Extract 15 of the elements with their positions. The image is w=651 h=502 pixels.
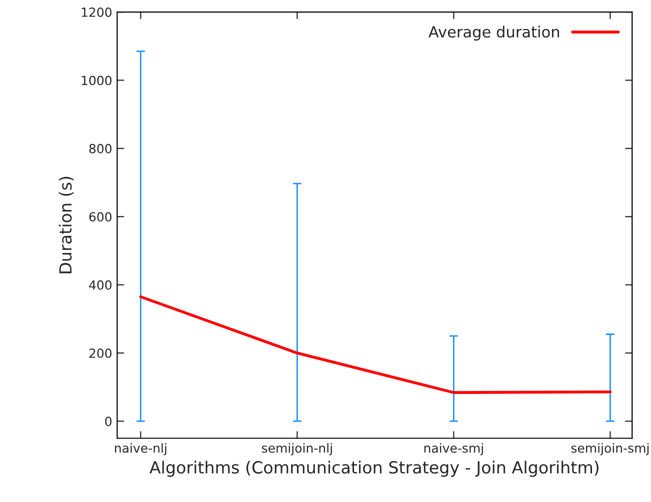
y-tick-label: 0 xyxy=(105,416,112,426)
x-tick-label: naive-nlj xyxy=(115,443,166,456)
y-tick-label: 600 xyxy=(89,212,112,222)
x-axis-title: Algorithms (Communication Strategy - Join Algorihtm) xyxy=(150,460,598,477)
y-tick-label: 1000 xyxy=(82,76,112,86)
line-series xyxy=(139,295,612,394)
y-axis-title: Duration (s) xyxy=(58,176,74,274)
x-tick-label: semijoin-nlj xyxy=(262,443,332,456)
x-tick-label: naive-smj xyxy=(424,443,483,456)
y-tick-label: 1200 xyxy=(82,8,112,17)
y-tick-label: 800 xyxy=(89,144,112,154)
y-tick-label: 200 xyxy=(89,348,112,358)
y-tick-label: 400 xyxy=(89,280,112,290)
x-tick-label: semijoin-smj xyxy=(571,443,649,456)
legend-label: Average duration xyxy=(428,26,560,41)
